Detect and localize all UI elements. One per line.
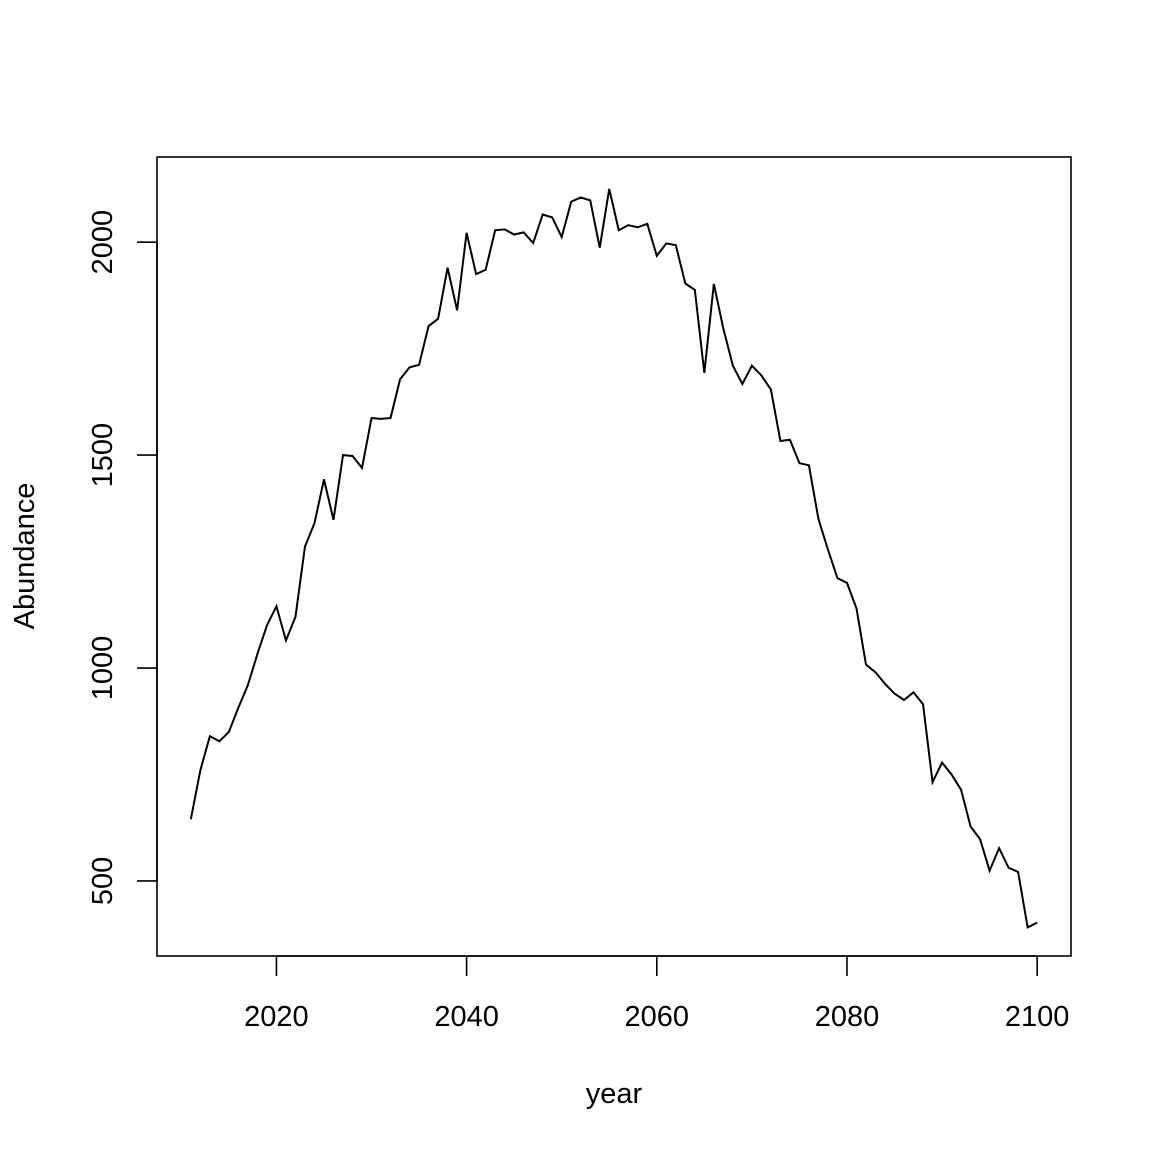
x-axis-title: year	[586, 1078, 643, 1110]
series-line	[189, 188, 1038, 929]
x-tick-label: 2080	[815, 1001, 880, 1033]
y-tick-label: 500	[87, 857, 119, 905]
y-tick-label: 1000	[87, 636, 119, 701]
y-axis-title: Abundance	[9, 483, 41, 630]
y-axis: 500 1000 1500 2000	[87, 210, 158, 905]
x-tick-label: 2020	[244, 1001, 309, 1033]
y-tick-label: 2000	[87, 210, 119, 275]
x-tick-label: 2060	[625, 1001, 690, 1033]
x-tick-label: 2100	[1005, 1001, 1070, 1033]
y-tick-label: 1500	[87, 423, 119, 488]
x-axis: 2020 2040 2060 2080 2100	[244, 955, 1070, 1033]
x-tick-label: 2040	[434, 1001, 499, 1033]
plot-box	[156, 156, 1072, 957]
